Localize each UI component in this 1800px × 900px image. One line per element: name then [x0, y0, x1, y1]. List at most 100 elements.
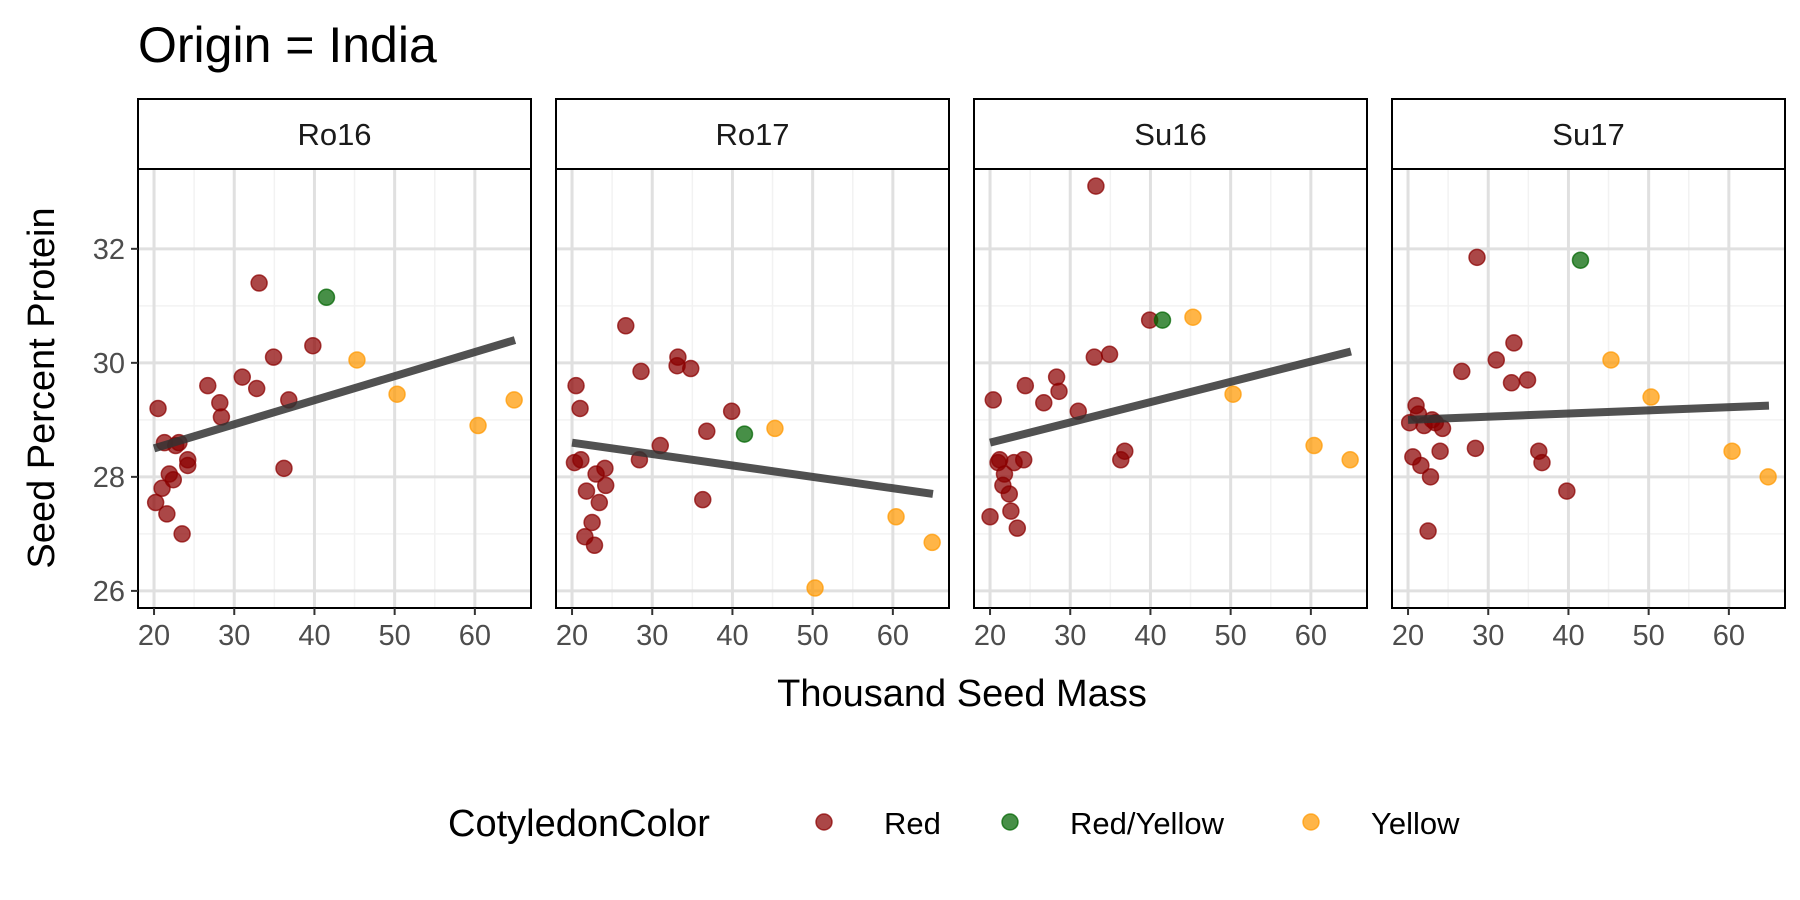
data-point — [669, 348, 687, 366]
data-points — [565, 317, 941, 597]
legend-title: CotyledonColor — [448, 803, 710, 845]
x-tick-label: 60 — [1295, 620, 1327, 652]
x-tick-label: 40 — [298, 620, 330, 652]
data-point — [1419, 522, 1437, 540]
data-point — [1047, 368, 1066, 386]
x-tick-label: 20 — [974, 620, 1006, 652]
data-point — [1341, 451, 1359, 469]
data-point — [304, 336, 322, 355]
data-point — [577, 482, 596, 500]
data-points — [981, 177, 1359, 537]
data-point — [567, 376, 585, 395]
data-point — [178, 456, 197, 475]
data-point — [1468, 248, 1486, 267]
legend-label: Red/Yellow — [1070, 806, 1225, 841]
data-point — [264, 348, 283, 366]
data-point — [1431, 442, 1449, 460]
grid-lines — [138, 169, 531, 608]
x-tick-label: 30 — [1472, 620, 1504, 652]
data-point — [995, 465, 1014, 483]
data-point — [1759, 468, 1777, 486]
facet-strip-label: Ro17 — [715, 117, 789, 152]
data-point — [149, 399, 167, 418]
x-tick-label: 60 — [877, 620, 909, 652]
x-axis: 20 30 40 50 60 — [138, 608, 491, 652]
trend-line — [571, 438, 934, 498]
legend-label: Red — [884, 806, 941, 841]
data-point — [1085, 348, 1104, 366]
panel-border — [973, 168, 1368, 609]
data-point — [1502, 374, 1521, 392]
data-point — [505, 391, 523, 409]
data-point — [766, 419, 784, 438]
x-tick-label: 40 — [716, 620, 748, 652]
data-point — [1433, 419, 1452, 438]
data-point — [722, 402, 741, 421]
data-point — [596, 459, 614, 478]
data-point — [1412, 456, 1430, 475]
legend-item-red-yellow: Red/Yellow — [1001, 806, 1225, 841]
legend-item-yellow: Yellow — [1302, 806, 1460, 841]
data-point — [1602, 351, 1620, 369]
data-point — [617, 317, 635, 335]
data-point — [981, 508, 999, 526]
panel-border — [1391, 168, 1786, 609]
grid-lines — [1392, 169, 1785, 608]
x-tick-label: 60 — [1713, 620, 1745, 652]
facet-strip — [973, 98, 1368, 170]
y-axis-title: Seed Percent Protein — [21, 207, 63, 568]
legend-key — [815, 813, 833, 831]
trend-line — [152, 336, 517, 453]
data-point — [317, 288, 336, 307]
facet-strip-label: Su17 — [1552, 117, 1624, 152]
facet-strip — [555, 98, 950, 170]
data-point — [572, 451, 590, 469]
data-point — [1014, 451, 1033, 469]
data-point — [1723, 442, 1741, 460]
x-tick-label: 20 — [138, 620, 170, 652]
data-point — [571, 399, 589, 418]
data-point — [806, 579, 824, 597]
data-point — [984, 391, 1002, 409]
data-point — [887, 508, 905, 526]
data-point — [146, 493, 165, 512]
data-point — [590, 493, 609, 512]
data-point — [1571, 251, 1590, 269]
data-point — [199, 376, 217, 395]
data-point — [1002, 502, 1020, 520]
facet-panel-ro17: Ro17 20 30 40 50 60 — [555, 98, 950, 652]
facet-strip-label: Ro16 — [297, 117, 371, 152]
x-axis: 20 30 40 50 60 — [556, 608, 909, 652]
data-point — [698, 422, 716, 441]
y-axis: 26 28 30 32 — [93, 234, 138, 608]
trend-line — [989, 347, 1352, 447]
panel-border — [137, 168, 532, 609]
data-point — [583, 513, 601, 532]
legend-key — [1001, 813, 1019, 831]
trend-line — [1407, 401, 1770, 424]
data-point — [1466, 439, 1485, 458]
x-tick-label: 60 — [459, 620, 491, 652]
data-point — [1000, 485, 1019, 503]
x-axis: 20 30 40 50 60 — [974, 608, 1327, 652]
data-point — [1008, 519, 1027, 537]
data-point — [1016, 376, 1035, 395]
data-point — [1087, 177, 1105, 195]
y-tick-label: 26 — [93, 576, 125, 608]
y-tick-label: 30 — [93, 348, 125, 380]
data-point — [632, 362, 650, 381]
data-point — [1518, 371, 1537, 389]
data-point — [388, 385, 406, 403]
data-point — [1224, 385, 1242, 403]
facet-panel-ro16: Ro16 20 30 40 50 60 26 28 30 32 — [93, 98, 532, 652]
data-point — [1533, 453, 1551, 472]
facet-strip — [137, 98, 532, 170]
y-tick-label: 32 — [93, 234, 125, 266]
data-point — [211, 394, 229, 412]
data-point — [247, 379, 266, 398]
x-tick-label: 50 — [379, 620, 411, 652]
data-point — [1487, 351, 1506, 369]
data-point — [1505, 334, 1523, 352]
data-point — [1305, 436, 1323, 455]
